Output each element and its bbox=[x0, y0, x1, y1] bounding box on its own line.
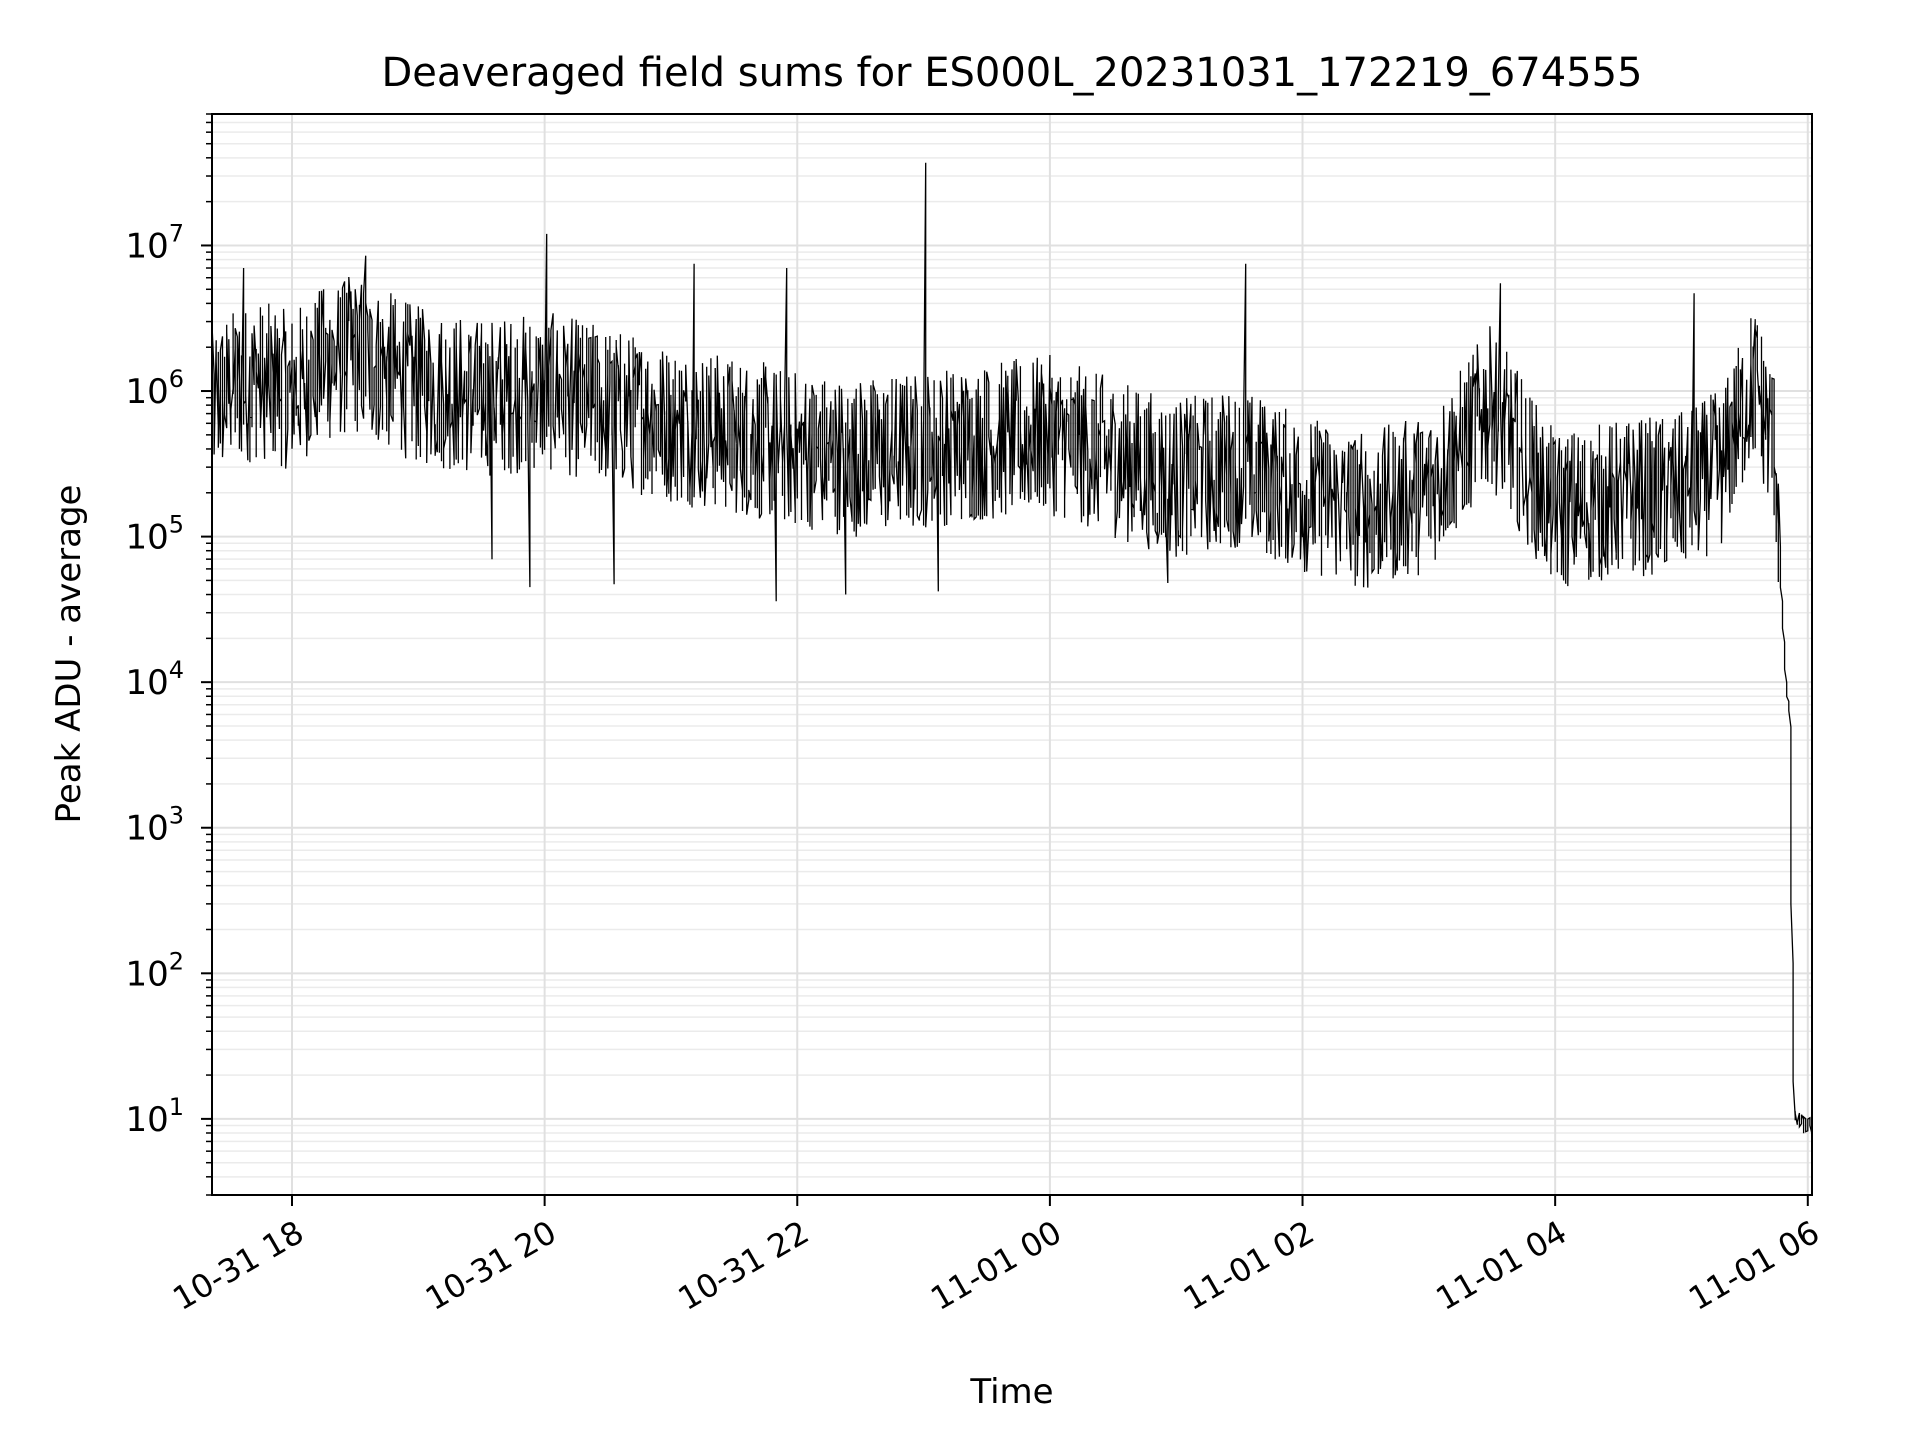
y-tick-label: 104 bbox=[125, 656, 184, 703]
y-tick-label: 102 bbox=[125, 947, 184, 994]
y-axis-label: Peak ADU - average bbox=[49, 485, 89, 824]
y-tick-label: 103 bbox=[125, 802, 184, 849]
major-grid bbox=[212, 114, 1812, 1195]
y-tick-label: 105 bbox=[125, 511, 184, 558]
minor-grid bbox=[212, 113, 1812, 1196]
y-tick-label: 107 bbox=[125, 219, 184, 266]
series-layer bbox=[211, 162, 1813, 1135]
axis-ticks bbox=[201, 113, 1809, 1206]
y-tick-label: 101 bbox=[125, 1093, 184, 1140]
series-line bbox=[211, 162, 1813, 1135]
plot-frame bbox=[211, 113, 1813, 1196]
chart-title: Deaveraged field sums for ES000L_2023103… bbox=[382, 50, 1643, 96]
x-axis-label: Time bbox=[969, 1372, 1053, 1412]
y-tick-label: 106 bbox=[125, 365, 184, 412]
